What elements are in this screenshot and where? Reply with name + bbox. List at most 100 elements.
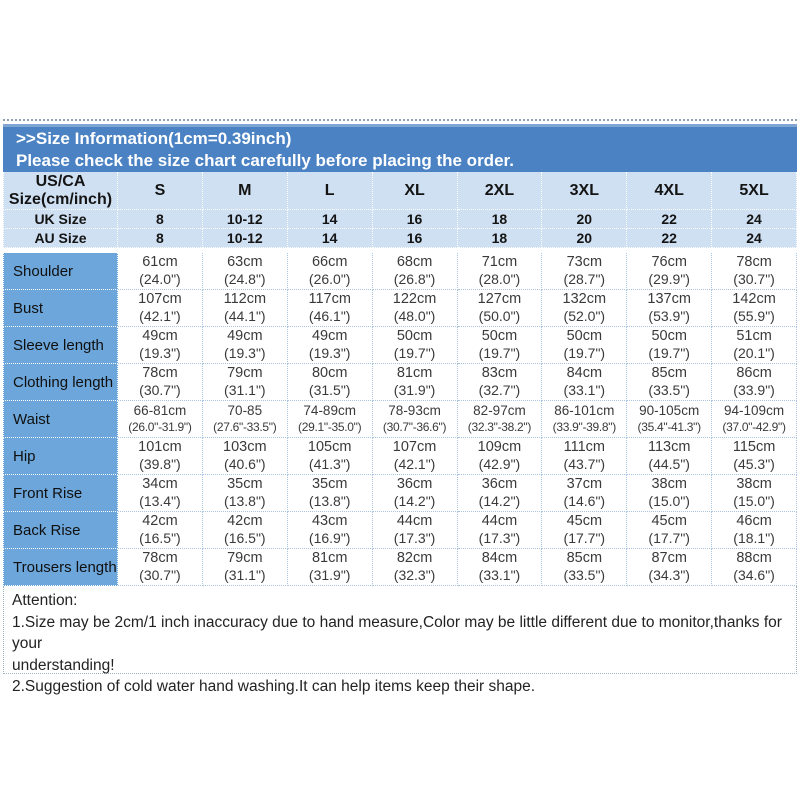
cell-inch-value: (31.5")	[308, 382, 351, 398]
cell-inch-value: (30.7"-36.6")	[382, 420, 447, 434]
cell-inch-value: (30.7")	[139, 567, 181, 583]
table-cell: 49cm (19.3")	[118, 327, 203, 364]
cell-cm-value: 68cm	[396, 254, 433, 270]
cell-cm-value: 127cm	[477, 291, 522, 307]
row-label: Back Rise	[3, 512, 118, 549]
cell-inch-value: (46.1")	[308, 308, 351, 324]
cell-cm-value: 88cm	[736, 550, 772, 566]
cell-cm-value: 49cm	[311, 328, 348, 344]
cell-cm-value: 105cm	[307, 439, 352, 455]
corner-header-line2: Size(cm/inch)	[8, 190, 113, 208]
cell-cm-value: 73cm	[566, 254, 603, 270]
cell-inch-value: (24.0")	[139, 271, 181, 287]
cell-inch-value: (29.9")	[648, 271, 690, 287]
table-cell: 127cm (50.0")	[457, 290, 543, 327]
cell-cm-value: 94-109cm	[724, 403, 785, 418]
size-col-header: S	[118, 172, 203, 210]
table-cell: 115cm (45.3")	[712, 438, 797, 475]
row-label: Hip	[3, 438, 118, 475]
table-cell: 35cm (13.8")	[287, 475, 373, 512]
cell-cm-value: 36cm	[481, 476, 518, 492]
cell-inch-value: (19.3")	[224, 345, 266, 361]
table-cell: 46cm (18.1")	[712, 512, 797, 549]
table-cell: 142cm (55.9")	[712, 290, 797, 327]
cell-inch-value: (32.7")	[478, 382, 521, 398]
cell-inch-value: (15.0")	[648, 493, 690, 509]
cell-cm-value: 74-89cm	[303, 403, 356, 418]
banner-subtitle: Please check the size chart carefully be…	[16, 151, 514, 170]
cell-inch-value: (17.3")	[393, 530, 436, 546]
au-size-value: 8	[118, 229, 203, 248]
table-cell: 50cm (19.7")	[372, 327, 458, 364]
cell-cm-value: 86cm	[736, 365, 772, 381]
cell-cm-value: 79cm	[227, 550, 263, 566]
cell-cm-value: 78cm	[736, 254, 772, 270]
uk-size-value: 20	[542, 210, 628, 229]
cell-cm-value: 115cm	[732, 439, 776, 455]
table-cell: 88cm (34.6")	[712, 549, 797, 586]
cell-inch-value: (13.4")	[139, 493, 181, 509]
table-spacer-row	[3, 248, 797, 253]
attention-line-3: 2.Suggestion of cold water hand washing.…	[12, 678, 536, 695]
table-cell: 109cm (42.9")	[457, 438, 543, 475]
cell-cm-value: 36cm	[396, 476, 433, 492]
cell-cm-value: 107cm	[138, 291, 182, 307]
cell-cm-value: 49cm	[227, 328, 263, 344]
au-size-value: 10-12	[202, 229, 288, 248]
size-info-banner: >>Size Information(1cm=0.39inch) Please …	[3, 124, 797, 172]
au-size-value: 22	[627, 229, 713, 248]
uk-size-value: 18	[457, 210, 543, 229]
cell-inch-value: (30.7")	[139, 382, 181, 398]
cell-inch-value: (26.8")	[393, 271, 436, 287]
cell-cm-value: 122cm	[392, 291, 437, 307]
table-cell: 81cm (31.9")	[372, 364, 458, 401]
cell-inch-value: (45.3")	[733, 456, 775, 472]
cell-cm-value: 50cm	[651, 328, 687, 344]
table-cell: 49cm (19.3")	[202, 327, 288, 364]
row-label: Waist	[3, 401, 118, 438]
cell-cm-value: 101cm	[138, 439, 182, 455]
corner-header-line1: US/CA	[35, 172, 86, 190]
table-cell: 63cm (24.8")	[202, 253, 288, 290]
cell-cm-value: 137cm	[647, 291, 691, 307]
cell-cm-value: 82-97cm	[473, 403, 526, 418]
cell-inch-value: (33.1")	[478, 567, 521, 583]
cell-inch-value: (31.9")	[393, 382, 436, 398]
cell-cm-value: 81cm	[311, 550, 348, 566]
uk-size-value: 22	[627, 210, 713, 229]
cell-cm-value: 71cm	[481, 254, 518, 270]
cell-inch-value: (19.3")	[139, 345, 181, 361]
attention-line-1: 1.Size may be 2cm/1 inch inaccuracy due …	[12, 613, 782, 653]
table-cell: 137cm (53.9")	[627, 290, 713, 327]
corner-header: US/CA Size(cm/inch)	[3, 172, 118, 210]
cell-inch-value: (29.1"-35.0")	[298, 420, 362, 434]
table-cell: 34cm (13.4")	[118, 475, 203, 512]
cell-cm-value: 37cm	[566, 476, 603, 492]
cell-inch-value: (34.6")	[733, 567, 775, 583]
cell-inch-value: (33.1")	[563, 382, 606, 398]
table-cell: 79cm (31.1")	[202, 364, 288, 401]
row-label: Trousers length	[3, 549, 118, 586]
table-cell: 50cm (19.7")	[542, 327, 628, 364]
cell-cm-value: 103cm	[223, 439, 267, 455]
size-col-header: 2XL	[457, 172, 543, 210]
cell-inch-value: (44.1")	[224, 308, 266, 324]
table-cell: 86-101cm (33.9"-39.8")	[542, 401, 628, 438]
cell-cm-value: 81cm	[396, 365, 433, 381]
table-cell: 78cm (30.7")	[118, 549, 203, 586]
table-cell: 50cm (19.7")	[627, 327, 713, 364]
cell-cm-value: 66-81cm	[133, 403, 187, 418]
table-cell: 37cm (14.6")	[542, 475, 628, 512]
cell-inch-value: (52.0")	[563, 308, 606, 324]
cell-inch-value: (19.7")	[563, 345, 606, 361]
uk-size-value: 14	[287, 210, 373, 229]
cell-inch-value: (53.9")	[648, 308, 690, 324]
cell-cm-value: 90-105cm	[639, 403, 700, 418]
row-label: Clothing length	[3, 364, 118, 401]
cell-cm-value: 85cm	[566, 550, 603, 566]
cell-inch-value: (31.9")	[308, 567, 351, 583]
table-cell: 112cm (44.1")	[202, 290, 288, 327]
table-cell: 90-105cm (35.4"-41.3")	[627, 401, 713, 438]
cell-inch-value: (41.3")	[308, 456, 351, 472]
cell-cm-value: 50cm	[481, 328, 518, 344]
